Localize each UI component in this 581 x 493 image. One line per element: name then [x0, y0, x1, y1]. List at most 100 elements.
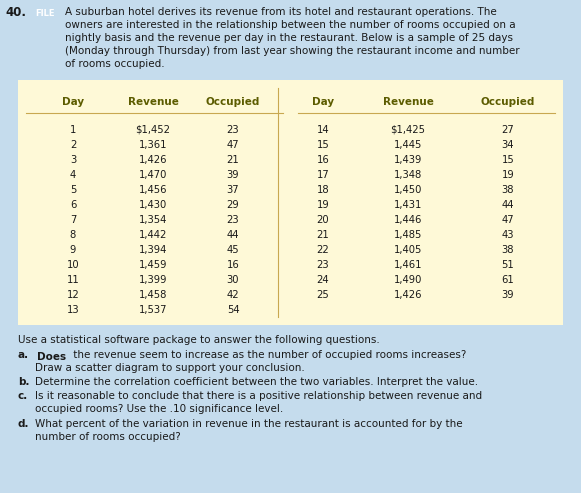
- Text: 1,459: 1,459: [139, 260, 167, 270]
- Text: occupied rooms? Use the .10 significance level.: occupied rooms? Use the .10 significance…: [35, 404, 284, 414]
- Text: 23: 23: [227, 215, 239, 225]
- Text: 42: 42: [227, 290, 239, 300]
- FancyBboxPatch shape: [15, 77, 566, 328]
- Text: 8: 8: [70, 230, 76, 240]
- Text: 6: 6: [70, 200, 76, 210]
- Text: 47: 47: [227, 140, 239, 150]
- Text: 38: 38: [502, 185, 514, 195]
- Text: 3: 3: [70, 155, 76, 165]
- Text: Draw a scatter diagram to support your conclusion.: Draw a scatter diagram to support your c…: [35, 363, 305, 373]
- Text: 4: 4: [70, 170, 76, 180]
- Text: 23: 23: [227, 125, 239, 135]
- Text: 39: 39: [501, 290, 514, 300]
- Text: 23: 23: [317, 260, 329, 270]
- Text: 44: 44: [502, 200, 514, 210]
- Text: 44: 44: [227, 230, 239, 240]
- Text: 15: 15: [317, 140, 329, 150]
- Text: 1,456: 1,456: [139, 185, 167, 195]
- Text: Occupied: Occupied: [206, 97, 260, 107]
- Text: 13: 13: [67, 305, 80, 315]
- Text: 1,485: 1,485: [394, 230, 422, 240]
- Text: 10: 10: [67, 260, 80, 270]
- Text: 24: 24: [317, 275, 329, 285]
- Text: 1,399: 1,399: [139, 275, 167, 285]
- Text: 1,461: 1,461: [394, 260, 422, 270]
- Text: Determine the correlation coefficient between the two variables. Interpret the v: Determine the correlation coefficient be…: [35, 377, 478, 387]
- Text: number of rooms occupied?: number of rooms occupied?: [35, 432, 181, 442]
- Text: Is it reasonable to conclude that there is a positive relationship between reven: Is it reasonable to conclude that there …: [35, 391, 482, 401]
- Text: 39: 39: [227, 170, 239, 180]
- Text: a.: a.: [18, 350, 29, 360]
- Text: 34: 34: [502, 140, 514, 150]
- Text: 43: 43: [502, 230, 514, 240]
- Text: 1,354: 1,354: [139, 215, 167, 225]
- Text: 61: 61: [501, 275, 514, 285]
- Text: b.: b.: [18, 377, 30, 387]
- Text: 1,430: 1,430: [139, 200, 167, 210]
- Text: 1,405: 1,405: [394, 245, 422, 255]
- Text: Revenue: Revenue: [382, 97, 433, 107]
- Text: 5: 5: [70, 185, 76, 195]
- Text: 27: 27: [501, 125, 514, 135]
- Text: 2: 2: [70, 140, 76, 150]
- Text: 9: 9: [70, 245, 76, 255]
- Text: 17: 17: [317, 170, 329, 180]
- Text: 1,445: 1,445: [394, 140, 422, 150]
- Text: 1,450: 1,450: [394, 185, 422, 195]
- Text: 1,446: 1,446: [394, 215, 422, 225]
- Text: 47: 47: [501, 215, 514, 225]
- Text: 1,470: 1,470: [139, 170, 167, 180]
- Text: the revenue seem to increase as the number of occupied rooms increases?: the revenue seem to increase as the numb…: [70, 350, 467, 360]
- Text: d.: d.: [18, 419, 30, 429]
- Text: 21: 21: [227, 155, 239, 165]
- Text: Occupied: Occupied: [481, 97, 535, 107]
- Text: 1,431: 1,431: [394, 200, 422, 210]
- Text: of rooms occupied.: of rooms occupied.: [65, 59, 164, 69]
- Text: 30: 30: [227, 275, 239, 285]
- Text: 1,439: 1,439: [394, 155, 422, 165]
- Text: 19: 19: [317, 200, 329, 210]
- Text: A suburban hotel derives its revenue from its hotel and restaurant operations. T: A suburban hotel derives its revenue fro…: [65, 7, 497, 17]
- Text: 12: 12: [67, 290, 80, 300]
- Text: 7: 7: [70, 215, 76, 225]
- Text: 54: 54: [227, 305, 239, 315]
- Text: What percent of the variation in revenue in the restaurant is accounted for by t: What percent of the variation in revenue…: [35, 419, 462, 429]
- Text: Day: Day: [312, 97, 334, 107]
- Text: 1,442: 1,442: [139, 230, 167, 240]
- Text: 18: 18: [317, 185, 329, 195]
- Text: 1: 1: [70, 125, 76, 135]
- Text: 1,348: 1,348: [394, 170, 422, 180]
- Text: (Monday through Thursday) from last year showing the restaurant income and numbe: (Monday through Thursday) from last year…: [65, 46, 519, 56]
- Text: Use a statistical software package to answer the following questions.: Use a statistical software package to an…: [18, 335, 380, 345]
- Text: 1,537: 1,537: [139, 305, 167, 315]
- Text: 19: 19: [501, 170, 514, 180]
- Text: 1,361: 1,361: [139, 140, 167, 150]
- Text: c.: c.: [18, 391, 28, 401]
- Text: $1,425: $1,425: [390, 125, 425, 135]
- Text: 1,458: 1,458: [139, 290, 167, 300]
- Text: 16: 16: [227, 260, 239, 270]
- Text: 16: 16: [317, 155, 329, 165]
- Text: 51: 51: [501, 260, 514, 270]
- Text: Does: Does: [37, 352, 66, 361]
- Text: 20: 20: [317, 215, 329, 225]
- Text: 25: 25: [317, 290, 329, 300]
- Text: 1,490: 1,490: [394, 275, 422, 285]
- Text: 14: 14: [317, 125, 329, 135]
- Text: 21: 21: [317, 230, 329, 240]
- Text: Day: Day: [62, 97, 84, 107]
- Text: 38: 38: [502, 245, 514, 255]
- Text: 1,394: 1,394: [139, 245, 167, 255]
- Text: FILE: FILE: [35, 8, 55, 17]
- Text: Revenue: Revenue: [128, 97, 178, 107]
- Text: 1,426: 1,426: [139, 155, 167, 165]
- Text: $1,452: $1,452: [135, 125, 170, 135]
- Text: 29: 29: [227, 200, 239, 210]
- Text: 15: 15: [501, 155, 514, 165]
- Text: nightly basis and the revenue per day in the restaurant. Below is a sample of 25: nightly basis and the revenue per day in…: [65, 33, 513, 43]
- Text: 22: 22: [317, 245, 329, 255]
- Text: 37: 37: [227, 185, 239, 195]
- Text: 1,426: 1,426: [394, 290, 422, 300]
- Text: 45: 45: [227, 245, 239, 255]
- Text: owners are interested in the relationship between the number of rooms occupied o: owners are interested in the relationshi…: [65, 20, 515, 30]
